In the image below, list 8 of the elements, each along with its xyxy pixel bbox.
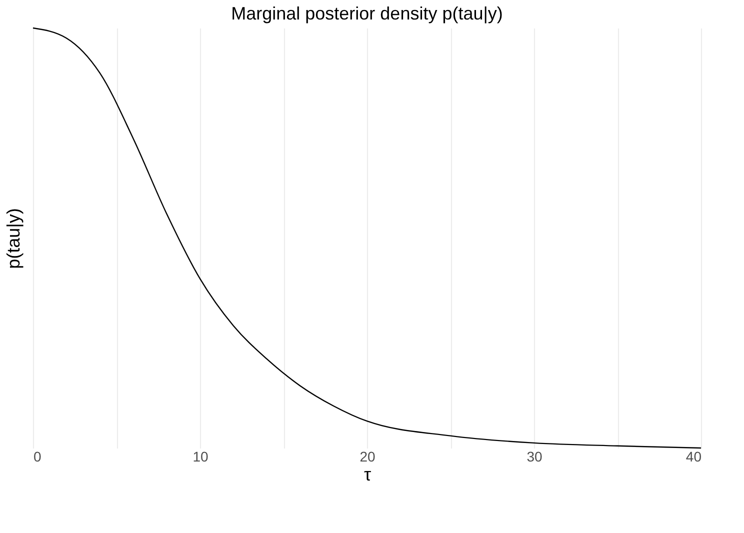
x-axis-title: τ	[364, 464, 372, 484]
x-tick-label: 20	[360, 448, 376, 464]
y-axis-title: p(tau|y)	[4, 208, 24, 269]
x-tick-label: 40	[686, 448, 702, 464]
chart-title: Marginal posterior density p(tau|y)	[231, 3, 503, 24]
x-tick-label: 30	[526, 448, 542, 464]
x-tick-label: 10	[192, 448, 208, 464]
x-tick-label: 0	[34, 448, 42, 464]
